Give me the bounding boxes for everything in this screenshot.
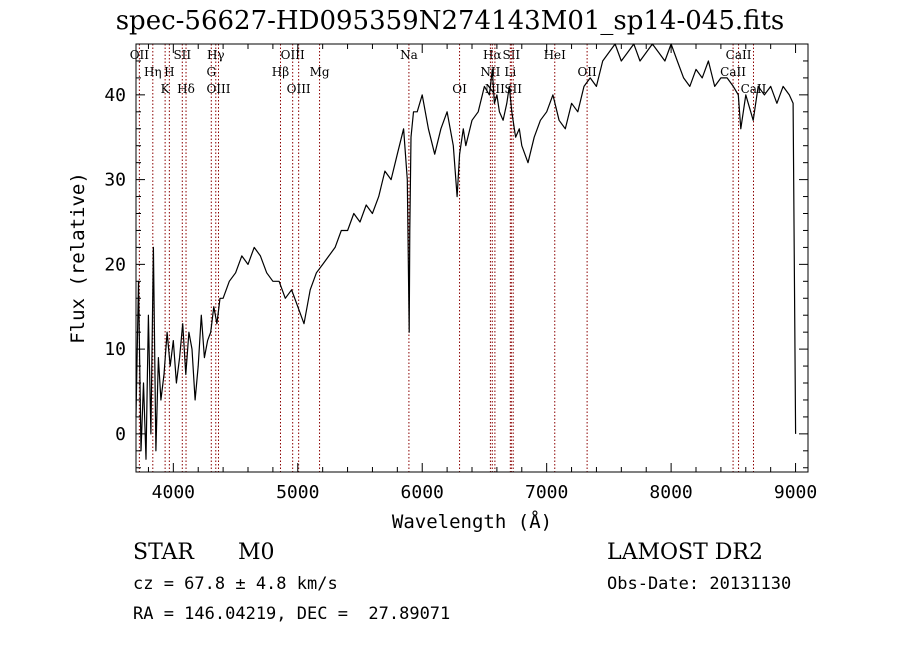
line-marker-label: Li [504,65,516,79]
line-marker-label: Mg [310,65,330,79]
line-marker-label: CaII [726,48,752,62]
x-tick-label: 6000 [401,482,444,503]
star-class: STAR [133,540,194,565]
star-subclass: M0 [238,540,275,565]
survey-name: LAMOST DR2 [607,540,763,565]
y-axis-label: Flux (relative) [67,172,89,344]
line-marker-label: OIII [281,48,305,62]
line-marker-label: Hγ [207,48,225,62]
line-marker-label: Na [400,48,418,62]
line-marker-label: Hδ [177,82,195,96]
x-tick-label: 9000 [774,482,817,503]
x-axis-label: Wavelength (Å) [392,510,552,533]
chart-title: spec-56627-HD095359N274143M01_sp14-045.f… [115,6,785,36]
line-marker-label: Hη [144,65,162,79]
line-marker-label: SII [504,82,522,96]
line-marker-label: OIII [287,82,311,96]
line-marker-label: SII [502,48,520,62]
y-tick-label: 30 [104,170,126,191]
x-tick-label: 8000 [649,482,692,503]
x-tick-label: 4000 [152,482,195,503]
line-marker-label: H [164,65,174,79]
line-marker-label: SII [173,48,191,62]
line-marker-label: K [161,82,171,96]
sky-coordinates: RA = 146.04219, DEC = 27.89071 [133,604,451,624]
plot-frame [135,43,809,473]
line-marker-label: OI [452,82,467,96]
x-tick-label: 5000 [276,482,319,503]
y-tick-label: 0 [115,424,126,445]
line-marker-label: OIII [206,82,230,96]
y-tick-label: 10 [104,339,126,360]
line-marker-label: HeI [544,48,567,62]
line-marker-label: CaII [720,65,746,79]
line-marker-label: Hα [483,48,502,62]
line-marker-label: NII [485,82,505,96]
observation-date: Obs-Date: 20131130 [607,574,792,594]
redshift-cz: cz = 67.8 ± 4.8 km/s [133,574,338,594]
line-marker-label: OII [577,65,597,79]
y-tick-label: 40 [104,85,126,106]
line-marker-label: Hβ [272,65,289,79]
x-tick-label: 7000 [525,482,568,503]
line-marker-label: NII [480,65,500,79]
line-marker-label: OII [130,48,150,62]
line-marker-label: G [206,65,216,79]
y-tick-label: 20 [104,254,126,275]
spectrum-line [135,43,797,460]
line-marker-label: CaII [741,82,767,96]
